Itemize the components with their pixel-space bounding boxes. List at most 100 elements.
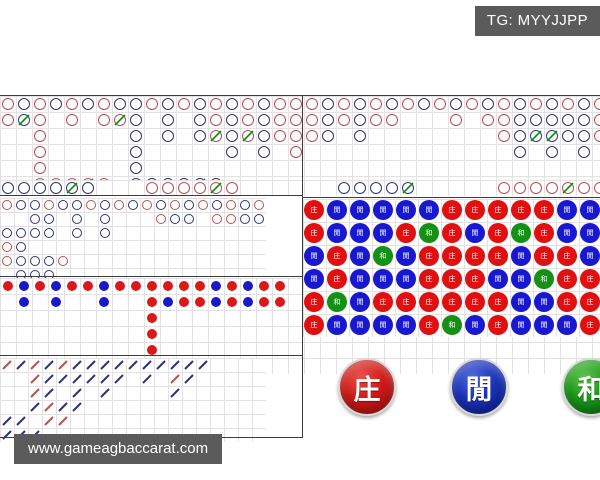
bead-cell: 閒 xyxy=(533,314,556,337)
player-ring-mark xyxy=(224,144,240,160)
player-dot-mark xyxy=(48,278,64,294)
player-slash-mark xyxy=(28,400,42,414)
banker-ring-mark xyxy=(0,112,16,128)
banker-dot-mark xyxy=(32,278,48,294)
player-ring-mark xyxy=(48,96,64,112)
player-ring-mark xyxy=(224,112,240,128)
player-ring-mark xyxy=(98,198,112,212)
banker-bead: 庄 xyxy=(488,200,508,220)
banker-ring-mark xyxy=(176,96,192,112)
player-slash-mark xyxy=(70,358,84,372)
player-ring-mark xyxy=(336,180,352,196)
player-ring-mark xyxy=(28,226,42,240)
panel-divider xyxy=(302,95,303,438)
cockroach-pig-road-panel xyxy=(0,358,266,442)
bead-cell: 閒 xyxy=(349,314,372,337)
banker-bead: 庄 xyxy=(488,223,508,243)
player-ring-mark xyxy=(112,96,128,112)
player-bet-button[interactable]: 閒 xyxy=(450,358,508,416)
banker-ring-mark xyxy=(304,128,320,144)
player-bead: 閒 xyxy=(327,315,347,335)
banker-bead: 庄 xyxy=(534,223,554,243)
bead-cell: 庄 xyxy=(579,291,600,314)
banker-bet-label: 庄 xyxy=(353,374,381,406)
player-bead: 閒 xyxy=(304,269,324,289)
banker-ring-mark xyxy=(224,180,240,196)
banker-bead: 庄 xyxy=(465,292,485,312)
player-ring-mark xyxy=(544,144,560,160)
bead-cell: 閒 xyxy=(556,222,579,245)
player-ring-mark xyxy=(576,96,592,112)
player-ring-mark xyxy=(160,112,176,128)
banker-ring-mark xyxy=(42,198,56,212)
banker-ring-mark xyxy=(288,144,304,160)
player-ring-mark xyxy=(368,180,384,196)
banker-bead: 庄 xyxy=(442,269,462,289)
bead-cell: 庄 xyxy=(487,222,510,245)
banker-ring-mark xyxy=(32,112,48,128)
banker-bead: 庄 xyxy=(419,315,439,335)
player-bead: 閒 xyxy=(465,315,485,335)
banker-ring-mark xyxy=(272,128,288,144)
banker-ring-mark xyxy=(496,128,512,144)
bead-cell: 庄 xyxy=(487,199,510,222)
banker-dot-mark xyxy=(192,294,208,310)
banker-ring-mark xyxy=(240,128,256,144)
banker-ring-mark xyxy=(192,180,208,196)
player-ring-mark xyxy=(128,112,144,128)
bead-cell: 閒 xyxy=(349,291,372,314)
bead-cell: 閒 xyxy=(349,245,372,268)
player-ring-mark xyxy=(224,128,240,144)
bead-cell: 庄 xyxy=(303,291,326,314)
banker-bet-button[interactable]: 庄 xyxy=(338,358,396,416)
banker-bead: 庄 xyxy=(373,292,393,312)
bead-cell: 庄 xyxy=(487,314,510,337)
player-ring-mark xyxy=(544,128,560,144)
banker-ring-mark xyxy=(496,96,512,112)
banker-ring-mark xyxy=(208,112,224,128)
player-bead: 閒 xyxy=(511,269,531,289)
player-ring-mark xyxy=(352,180,368,196)
bead-cell: 閒 xyxy=(533,291,556,314)
bead-cell: 庄 xyxy=(326,245,349,268)
player-ring-mark xyxy=(70,226,84,240)
player-slash-mark xyxy=(98,386,112,400)
player-ring-mark xyxy=(16,112,32,128)
player-slash-mark xyxy=(140,372,154,386)
banker-ring-mark xyxy=(84,198,98,212)
banker-ring-mark xyxy=(140,198,154,212)
banker-ring-mark xyxy=(240,112,256,128)
banker-ring-mark xyxy=(154,212,168,226)
bead-cell: 閒 xyxy=(395,245,418,268)
bead-cell: 庄 xyxy=(464,199,487,222)
bead-cell: 庄 xyxy=(303,222,326,245)
player-bead: 閒 xyxy=(304,246,324,266)
player-ring-mark xyxy=(32,180,48,196)
bead-cell: 閒 xyxy=(303,245,326,268)
player-ring-mark xyxy=(14,254,28,268)
player-ring-mark xyxy=(210,198,224,212)
player-slash-mark xyxy=(112,358,126,372)
bead-cell: 閒 xyxy=(487,268,510,291)
player-slash-mark xyxy=(168,358,182,372)
bead-cell: 庄 xyxy=(533,199,556,222)
player-slash-mark xyxy=(56,400,70,414)
player-bead: 閒 xyxy=(396,315,416,335)
player-ring-mark xyxy=(192,96,208,112)
banker-ring-mark xyxy=(240,96,256,112)
banker-dot-mark xyxy=(112,278,128,294)
banker-ring-mark xyxy=(592,96,600,112)
section-separator xyxy=(0,195,303,196)
bead-cell: 和 xyxy=(510,222,533,245)
banker-bead: 庄 xyxy=(419,246,439,266)
player-bead: 閒 xyxy=(350,292,370,312)
player-ring-mark xyxy=(576,144,592,160)
player-ring-mark xyxy=(42,226,56,240)
banker-ring-mark xyxy=(336,96,352,112)
player-ring-mark xyxy=(14,198,28,212)
banker-ring-mark xyxy=(208,96,224,112)
tie-bet-button[interactable]: 和 xyxy=(562,358,600,416)
player-ring-mark xyxy=(320,112,336,128)
banker-ring-mark xyxy=(496,180,512,196)
